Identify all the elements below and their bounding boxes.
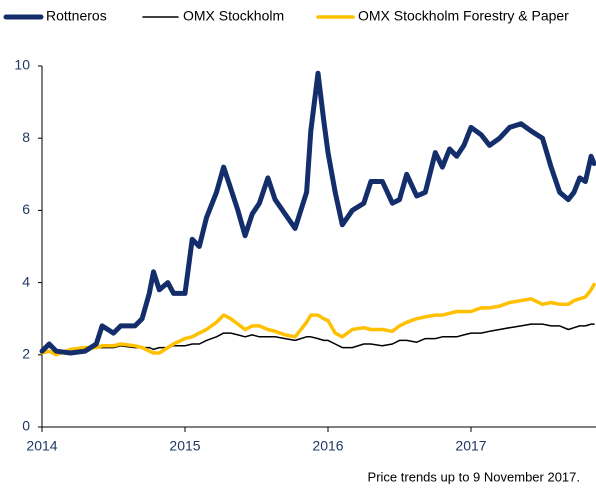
x-tick-label: 2016 [312,438,343,454]
series-line [39,70,596,356]
y-tick-label: 8 [22,129,30,145]
legend-label: Rottneros [46,8,107,24]
series-line [41,323,595,354]
y-tick-label: 10 [14,57,30,73]
x-tick-label: 2015 [169,438,200,454]
legend-label: OMX Stockholm [183,8,284,24]
x-tick-label: 2014 [26,438,57,454]
x-tick-label: 2017 [455,438,486,454]
y-tick-label: 2 [22,346,30,362]
y-tick-label: 6 [22,201,30,217]
legend-label: OMX Stockholm Forestry & Paper [358,8,569,24]
y-tick-label: 0 [22,418,30,434]
y-tick-label: 4 [22,273,30,289]
footnote: Price trends up to 9 November 2017. [368,469,580,484]
series-line [40,282,596,357]
